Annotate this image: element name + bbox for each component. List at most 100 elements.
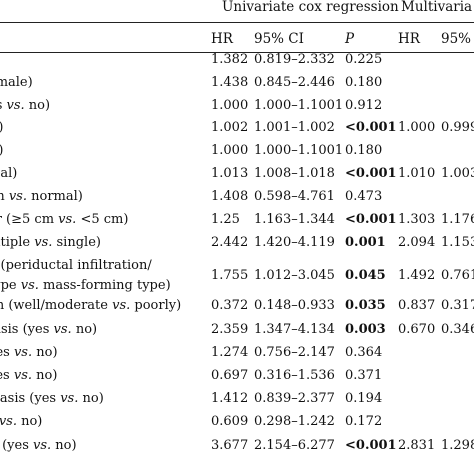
univariate-ci-cell: 1.012–3.045: [254, 268, 335, 283]
univariate-hr-cell: 1.013: [211, 166, 249, 181]
multivariate-ci-cell: 0.317: [441, 298, 474, 313]
univariate-hr-header: HR: [211, 31, 233, 47]
row-variable-label: yes vs. no): [0, 368, 58, 383]
univariate-p-cell: 0.371: [345, 368, 383, 383]
univariate-ci-cell: 0.845–2.446: [254, 75, 335, 90]
multivariate-hr-cell: 0.837: [398, 298, 436, 313]
versus-text: vs.: [112, 298, 131, 313]
univariate-hr-cell: 1.382: [211, 52, 249, 67]
univariate-hr-cell: 1.438: [211, 75, 249, 90]
univariate-ci-cell: 0.598–4.761: [254, 189, 335, 204]
row-variable-label: mal): [0, 166, 18, 181]
versus-text: vs.: [33, 438, 52, 453]
versus-text: vs.: [34, 235, 53, 250]
univariate-p-cell: 0.172: [345, 414, 383, 429]
versus-text: vs.: [13, 345, 33, 360]
row-variable-label: tasis (yes vs. no): [0, 322, 98, 337]
multivariate-ci-cell: 1.298: [441, 438, 474, 453]
versus-text: vs.: [58, 212, 77, 227]
univariate-hr-cell: 1.25: [211, 212, 240, 227]
multivariate-ci-cell: 0.999: [441, 120, 474, 135]
univariate-ci-cell: 0.756–2.147: [254, 345, 335, 360]
multivariate-ci-cell: 1.176: [441, 212, 474, 227]
header-bottom-rule: [0, 52, 474, 53]
univariate-hr-cell: 0.372: [211, 298, 249, 313]
univariate-hr-cell: 0.609: [211, 414, 249, 429]
univariate-ci-cell: 0.819–2.332: [254, 52, 335, 67]
univariate-p-cell: <0.001: [345, 212, 397, 227]
univariate-p-cell: <0.001: [345, 166, 397, 181]
row-variable-label: er (≥5 cm vs. <5 cm): [0, 212, 129, 227]
versus-text: vs.: [0, 414, 17, 429]
univariate-ci-cell: 1.163–1.344: [254, 212, 335, 227]
row-variable-label: s vs. no): [0, 414, 43, 429]
univariate-ci-cell: 1.420–4.119: [254, 235, 335, 250]
univariate-hr-cell: 1.755: [211, 268, 249, 283]
row-variable-label: n (periductal infiltration/: [0, 258, 152, 273]
row-variable-label: stasis (yes vs. no): [0, 391, 104, 406]
univariate-p-cell: 0.180: [345, 75, 383, 90]
univariate-p-cell: 0.003: [345, 322, 386, 337]
univariate-ci-cell: 1.347–4.134: [254, 322, 335, 337]
multivariate-hr-cell: 1.010: [398, 166, 436, 181]
versus-text: vs.: [60, 391, 79, 406]
versus-text: vs.: [13, 368, 32, 383]
univariate-hr-cell: 1.408: [211, 189, 249, 204]
versus-text: vs.: [53, 322, 72, 337]
row-variable-label: ultiple vs. single): [0, 235, 101, 250]
univariate-ci-cell: 1.001–1.002: [254, 120, 335, 135]
multivariate-ci-header: 95%: [441, 31, 472, 47]
univariate-hr-cell: 1.002: [211, 120, 249, 135]
univariate-ci-cell: 0.298–1.242: [254, 414, 335, 429]
univariate-p-cell: 0.045: [345, 268, 386, 283]
row-variable-label: Yes vs. no): [0, 345, 58, 360]
univariate-p-cell: <0.001: [345, 120, 397, 135]
row-variable-label: emale): [0, 75, 33, 90]
versus-text: vs.: [8, 189, 27, 204]
univariate-ci-cell: 2.154–6.277: [254, 438, 335, 453]
univariate-p-cell: 0.035: [345, 298, 386, 313]
univariate-ci-cell: 1.000–1.1001: [254, 98, 344, 113]
multivariate-ci-cell: 1.003: [441, 166, 474, 181]
multivariate-hr-header: HR: [398, 31, 420, 47]
univariate-p-cell: 0.194: [345, 391, 383, 406]
univariate-p-cell: <0.001: [345, 438, 397, 453]
multivariate-hr-cell: 1.000: [398, 120, 436, 135]
univariate-ci-cell: 0.148–0.933: [254, 298, 335, 313]
versus-text: vs.: [6, 98, 25, 113]
univariate-hr-cell: 2.442: [211, 235, 249, 250]
univariate-p-cell: 0.364: [345, 345, 383, 360]
multivariate-ci-cell: 1.153: [441, 235, 474, 250]
univariate-hr-cell: 1.000: [211, 98, 249, 113]
row-variable-label: on (well/moderate vs. poorly): [0, 298, 182, 313]
univariate-ci-cell: 0.316–1.536: [254, 368, 335, 383]
univariate-hr-cell: 0.697: [211, 368, 249, 383]
multivariate-hr-cell: 2.831: [398, 438, 436, 453]
univariate-ci-header: 95% CI: [254, 31, 304, 47]
multivariate-hr-cell: 1.303: [398, 212, 436, 227]
multivariate-ci-cell: 0.346: [441, 322, 474, 337]
univariate-p-cell: 0.225: [345, 52, 383, 67]
univariate-hr-cell: 1.274: [211, 345, 249, 360]
univariate-group-rule: [208, 22, 390, 23]
row-variable-label-continued: type vs. mass-forming type): [0, 278, 171, 293]
row-variable-label: D): [0, 120, 4, 136]
multivariate-hr-cell: 0.670: [398, 322, 436, 337]
univariate-hr-cell: 2.359: [211, 322, 249, 337]
univariate-p-cell: 0.180: [345, 143, 383, 158]
versus-text: vs.: [20, 278, 39, 293]
univariate-p-header: P: [345, 31, 355, 47]
multivariate-hr-cell: 2.094: [398, 235, 436, 250]
multivariate-hr-cell: 1.492: [398, 268, 436, 283]
row-variable-label: es vs. no): [0, 98, 51, 113]
univariate-group-header: Univariate cox regression: [222, 0, 399, 15]
univariate-hr-cell: 1.000: [211, 143, 249, 158]
univariate-p-cell: 0.473: [345, 189, 383, 204]
univariate-hr-cell: 3.677: [211, 438, 249, 453]
univariate-ci-cell: 1.008–1.018: [254, 166, 335, 181]
row-variable-label: gh vs. normal): [0, 189, 83, 204]
multivariate-group-header: Multivaria: [401, 0, 473, 15]
univariate-hr-cell: 1.412: [211, 391, 249, 406]
univariate-ci-cell: 0.839–2.377: [254, 391, 335, 406]
univariate-p-cell: 0.001: [345, 235, 386, 250]
